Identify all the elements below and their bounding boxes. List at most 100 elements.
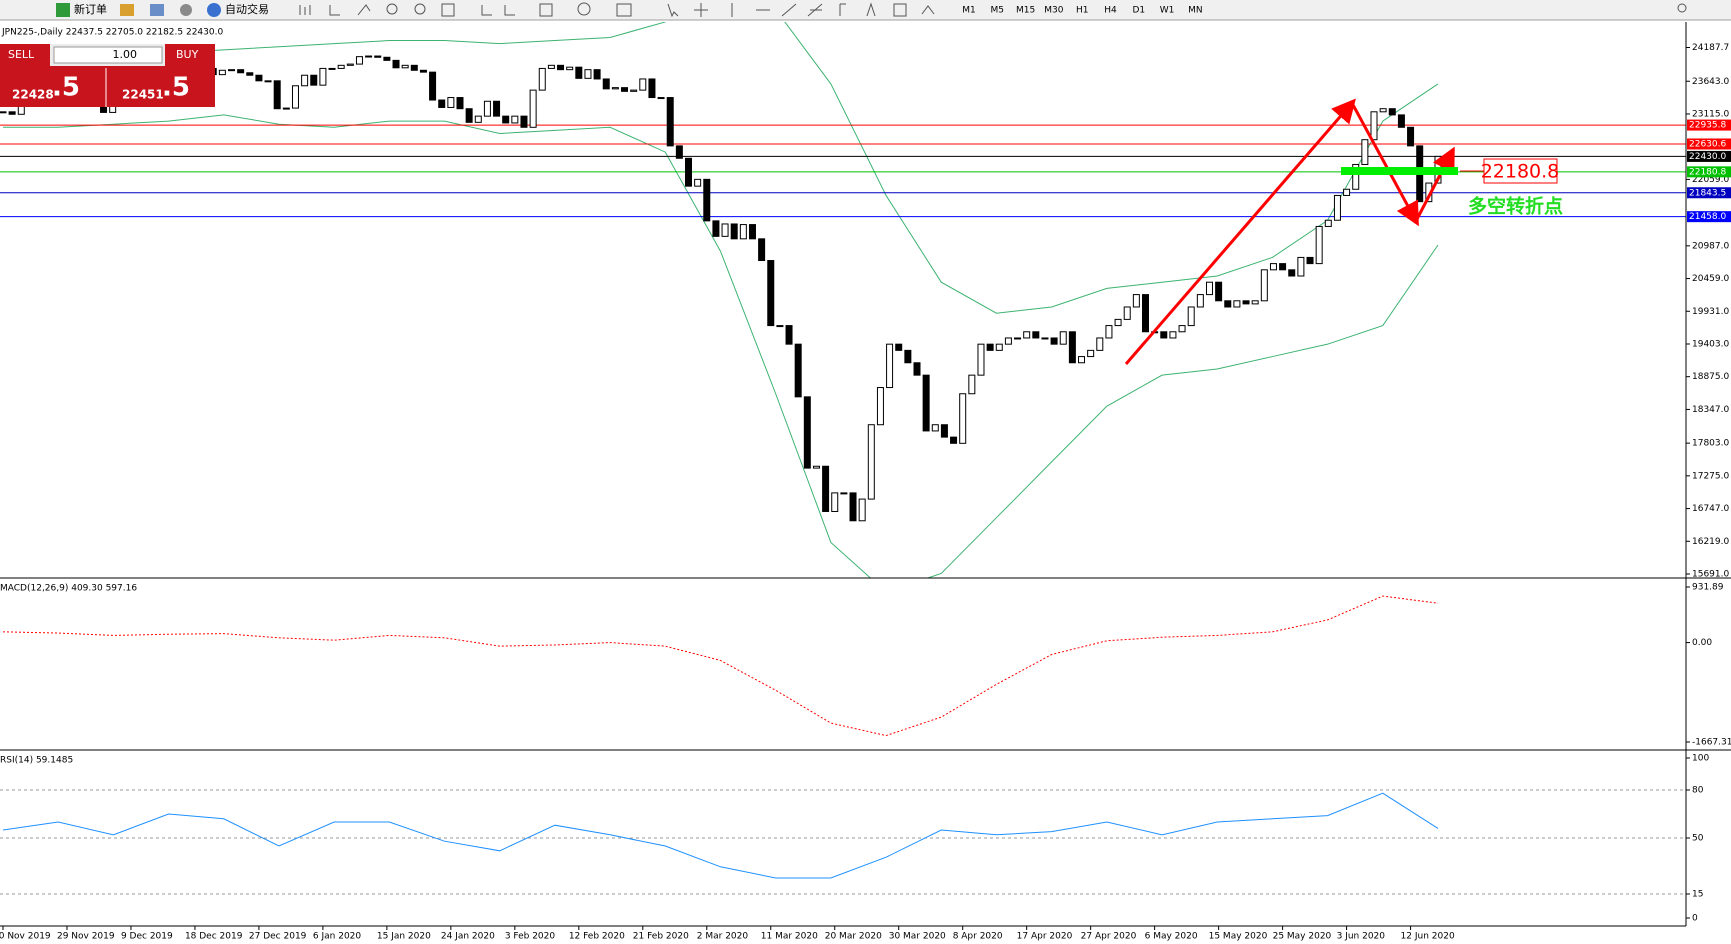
candle [922,374,930,432]
candle [1142,294,1149,333]
candle [940,424,948,438]
candle [831,492,839,512]
icon[interactable] [150,4,164,16]
y-tick-label: 15 [1692,890,1703,900]
candle [721,223,729,237]
icon[interactable] [504,5,515,16]
icon[interactable] [781,3,797,17]
main-panel [0,22,1686,578]
candle [547,64,555,69]
timeframe[interactable]: M5 [991,6,1005,16]
candle [365,55,373,58]
candle [611,87,619,90]
candle [337,64,345,69]
y-tick-label: 24187.7 [1692,43,1729,53]
icon[interactable] [386,3,398,15]
buy-label[interactable]: BUY [176,48,199,61]
icon[interactable] [539,3,553,17]
volume-box[interactable] [53,46,163,64]
auto-trading-icon[interactable] [207,3,221,17]
candle [447,97,455,108]
x-tick-label: 8 Apr 2020 [953,932,1003,942]
candle [986,343,994,351]
candle [1251,300,1259,305]
candle [1132,294,1140,308]
sell-label[interactable]: SELL [8,48,35,61]
timeframe[interactable]: H4 [1104,6,1117,16]
candle [465,108,473,123]
timeframe[interactable]: W1 [1160,6,1175,16]
candle [968,374,976,395]
icon[interactable] [180,4,192,16]
icon[interactable] [299,5,311,15]
level-label: 22430.0 [1689,152,1726,162]
candle [1078,356,1086,364]
candle [1361,139,1369,165]
icon[interactable] [866,2,876,17]
buy-button[interactable] [165,44,215,66]
icon[interactable] [839,3,846,16]
level-tag [1687,138,1731,150]
sell-pips[interactable]: .5 [52,73,80,103]
icon[interactable] [667,3,679,18]
icon[interactable] [694,3,708,17]
candle [1388,108,1396,116]
candle [959,393,967,444]
icon[interactable] [893,3,907,17]
timeframe[interactable]: M30 [1044,6,1063,16]
candle [520,115,528,128]
candle [712,220,720,237]
sell-button[interactable] [0,44,50,66]
icon[interactable] [414,3,426,15]
toolbar-bg [0,0,1731,20]
candle [840,492,848,495]
candle [794,343,802,398]
icon[interactable] [807,3,823,17]
candle [419,69,427,73]
candle [1407,126,1415,147]
candle [1370,111,1378,141]
x-tick-label: 3 Feb 2020 [505,932,556,942]
new-order-icon[interactable] [56,3,70,17]
y-tick-label: 18347.0 [1692,405,1729,415]
arrow [1350,102,1419,227]
icon[interactable] [577,2,591,16]
volume[interactable]: 1.00 [113,48,138,61]
icon[interactable] [616,3,632,17]
icon[interactable] [329,5,340,16]
timeframe[interactable]: D1 [1132,6,1145,16]
y-tick-label: 20459.0 [1692,274,1729,284]
candle [575,66,583,79]
auto-trading[interactable]: 自动交易 [225,2,269,16]
icon[interactable] [921,5,935,15]
y-tick-label: 15691.0 [1692,570,1729,580]
timeframe[interactable]: MN [1188,6,1203,16]
level-label: 22180.8 [1689,167,1726,177]
icon[interactable] [441,3,455,17]
timeframe[interactable]: M15 [1016,6,1035,16]
candle [1004,337,1012,345]
timeframe[interactable]: M1 [962,6,976,16]
candle [264,80,272,83]
icon[interactable] [357,4,371,16]
x-tick-label: 25 May 2020 [1273,932,1332,942]
icon[interactable] [120,4,134,16]
y-tick-label: 23643.0 [1692,77,1729,87]
bollinger-band [3,114,1439,578]
icon[interactable] [481,5,492,16]
search-icon[interactable] [1677,3,1687,13]
new-order[interactable]: 新订单 [74,2,107,16]
candle [776,325,784,328]
buy-pips[interactable]: .5 [162,73,190,103]
rsi-line [2,792,1439,879]
sell-price[interactable]: 22428 [12,88,54,102]
candle [1343,188,1351,196]
level-tag [1687,119,1731,131]
y-tick-label: 19931.0 [1692,307,1729,317]
candle [1087,349,1095,358]
timeframe[interactable]: H1 [1076,6,1089,16]
buy-price[interactable]: 22451 [122,88,164,102]
chart-header: JPN225-,Daily 22437.5 22705.0 22182.5 22… [1,28,223,38]
candle [1014,337,1022,340]
x-tick-label: 12 Feb 2020 [569,932,625,942]
